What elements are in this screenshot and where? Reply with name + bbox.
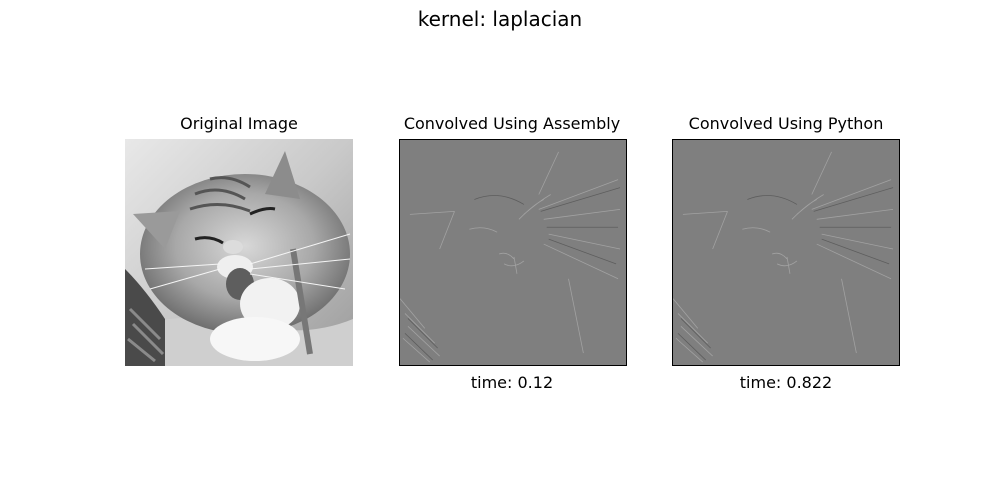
convolved-python-image — [672, 139, 900, 366]
panel-title-original: Original Image — [180, 114, 298, 133]
original-image — [125, 139, 353, 366]
figure-suptitle: kernel: laplacian — [417, 7, 583, 31]
time-label-assembly: time: 0.12 — [470, 373, 554, 392]
convolved-assembly-image — [399, 139, 627, 366]
time-label-python: time: 0.822 — [739, 373, 833, 392]
panel-title-assembly: Convolved Using Assembly — [403, 114, 621, 133]
panel-title-python: Convolved Using Python — [688, 114, 884, 133]
